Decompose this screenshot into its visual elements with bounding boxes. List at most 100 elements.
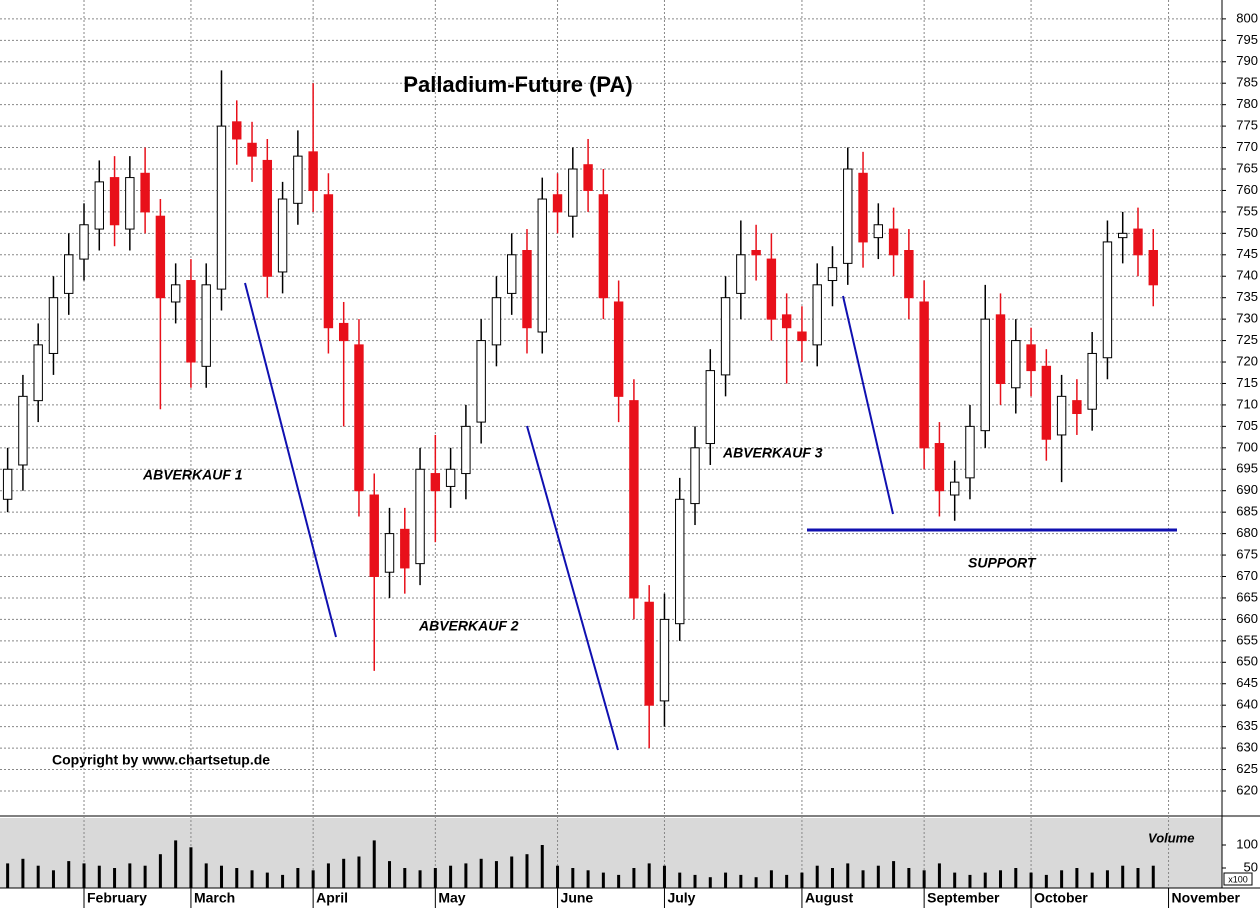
volume-bar bbox=[464, 863, 468, 888]
y-tick-label: 650 bbox=[1236, 654, 1258, 669]
volume-bar bbox=[754, 877, 758, 888]
volume-bar bbox=[1090, 872, 1094, 888]
y-tick-label: 645 bbox=[1236, 675, 1258, 690]
volume-bar bbox=[693, 874, 697, 888]
candle-body bbox=[552, 194, 563, 213]
volume-bar bbox=[357, 856, 361, 888]
candle-body bbox=[751, 250, 761, 256]
candle-body bbox=[613, 301, 624, 397]
volume-bar bbox=[479, 858, 483, 888]
volume-bar bbox=[525, 854, 529, 888]
y-tick-label: 760 bbox=[1236, 182, 1258, 197]
candle-body bbox=[1056, 395, 1067, 436]
candle-body bbox=[736, 254, 746, 294]
candle-body bbox=[766, 258, 777, 320]
unit-box bbox=[1223, 872, 1253, 886]
candle-body bbox=[445, 468, 456, 487]
volume-bar bbox=[1136, 868, 1140, 888]
candle-body bbox=[354, 344, 364, 492]
y-tick-label: 630 bbox=[1236, 740, 1258, 755]
volume-bar bbox=[785, 874, 789, 888]
volume-bar bbox=[174, 840, 178, 888]
y-tick-label: 670 bbox=[1236, 568, 1258, 583]
y-tick-label: 730 bbox=[1236, 311, 1258, 326]
annotation: SUPPORT bbox=[968, 555, 1037, 571]
y-tick-label: 725 bbox=[1236, 332, 1258, 347]
volume-bar bbox=[311, 870, 315, 888]
y-tick-label: 690 bbox=[1236, 482, 1258, 497]
volume-panel bbox=[0, 818, 1222, 888]
volume-bar bbox=[617, 874, 621, 888]
y-tick-label: 700 bbox=[1236, 439, 1258, 454]
candle-body bbox=[1133, 228, 1143, 256]
candle-body bbox=[797, 331, 807, 342]
x-tick-label: July bbox=[667, 890, 695, 906]
y-tick-label: 680 bbox=[1236, 525, 1258, 540]
x-tick-label: May bbox=[438, 890, 465, 906]
volume-bar bbox=[342, 858, 346, 888]
y-tick-label: 710 bbox=[1236, 396, 1258, 411]
x-tick-label: June bbox=[561, 890, 594, 906]
volume-bar bbox=[510, 856, 514, 888]
volume-bar bbox=[540, 845, 544, 888]
candle-body bbox=[904, 250, 914, 299]
volume-bar bbox=[1044, 874, 1048, 888]
candle-body bbox=[843, 168, 853, 264]
candle-body bbox=[1072, 400, 1082, 415]
candle-body bbox=[675, 498, 685, 625]
volume-bar bbox=[51, 870, 55, 888]
volume-bar bbox=[113, 868, 117, 888]
candle-body bbox=[980, 318, 990, 432]
y-tick-label: 755 bbox=[1236, 203, 1258, 218]
volume-bar bbox=[968, 874, 972, 888]
volume-bar bbox=[296, 868, 300, 888]
volume-bar bbox=[815, 865, 819, 888]
volume-tick-label: 50 bbox=[1244, 859, 1258, 874]
candle-body bbox=[873, 224, 884, 239]
trend-line bbox=[244, 282, 337, 638]
candle-body bbox=[949, 481, 960, 496]
annotation: ABVERKAUF 2 bbox=[418, 618, 519, 634]
candle-body bbox=[109, 177, 120, 226]
x-tick-label: February bbox=[87, 890, 147, 906]
candle-body bbox=[430, 473, 441, 492]
candle-body bbox=[308, 151, 318, 191]
volume-bar bbox=[739, 874, 743, 888]
volume-bar bbox=[800, 872, 804, 888]
candle-body bbox=[94, 181, 104, 230]
volume-bar bbox=[708, 877, 712, 888]
candle-body bbox=[827, 267, 838, 282]
candle-body bbox=[888, 228, 899, 256]
y-tick-label: 780 bbox=[1236, 96, 1258, 111]
candle-body bbox=[644, 601, 654, 706]
y-tick-label: 635 bbox=[1236, 718, 1258, 733]
volume-bar bbox=[769, 870, 773, 888]
candle-body bbox=[415, 468, 425, 565]
volume-bar bbox=[724, 872, 728, 888]
volume-bar bbox=[388, 861, 392, 888]
candle-body bbox=[461, 425, 471, 475]
volume-bar bbox=[678, 872, 682, 888]
candle-body bbox=[384, 533, 395, 573]
volume-tick-label: 100 bbox=[1236, 836, 1258, 851]
candle-body bbox=[522, 250, 532, 329]
volume-bar bbox=[67, 861, 71, 888]
volume-bar bbox=[143, 865, 147, 888]
volume-label: Volume bbox=[1148, 830, 1194, 845]
y-tick-label: 640 bbox=[1236, 697, 1258, 712]
volume-bar bbox=[128, 863, 132, 888]
volume-bar bbox=[571, 868, 575, 888]
candle-body bbox=[277, 198, 288, 273]
candle-body bbox=[598, 194, 609, 299]
candle-body bbox=[705, 370, 715, 445]
candle-body bbox=[934, 443, 945, 492]
candle-body bbox=[965, 425, 975, 479]
y-tick-label: 795 bbox=[1236, 32, 1258, 47]
volume-bar bbox=[1121, 865, 1125, 888]
y-tick-label: 770 bbox=[1236, 139, 1258, 154]
volume-bar bbox=[907, 868, 911, 888]
candle-body bbox=[476, 340, 486, 423]
candle-body bbox=[1087, 352, 1097, 410]
volume-bar bbox=[647, 863, 651, 888]
